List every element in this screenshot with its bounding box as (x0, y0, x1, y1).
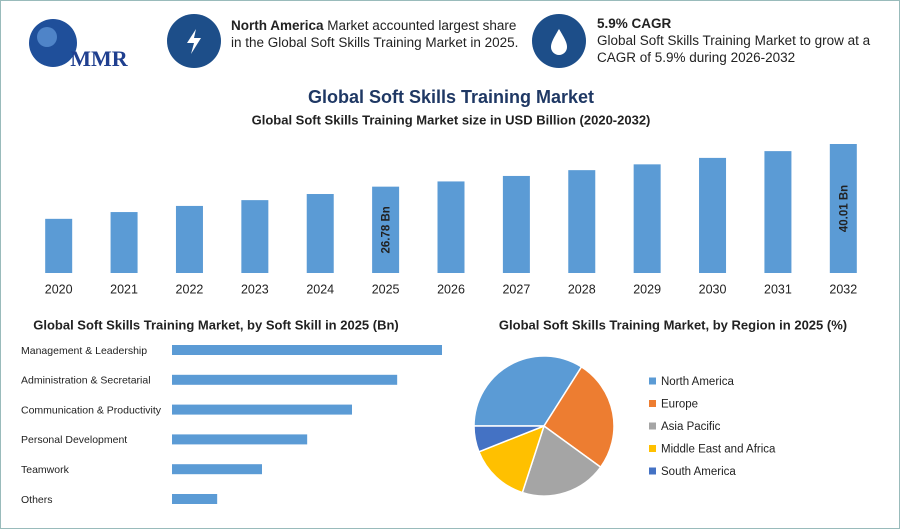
x-tick-label: 2020 (45, 282, 73, 296)
legend-label: Europe (661, 399, 698, 411)
chart-title: Global Soft Skills Training Market, by R… (499, 317, 847, 332)
bar (568, 170, 596, 273)
logo-text: MMR (70, 46, 129, 71)
x-tick-label: 2028 (568, 282, 596, 296)
x-tick-label: 2023 (241, 282, 269, 296)
x-tick-label: 2025 (372, 282, 400, 296)
bar (172, 345, 442, 355)
value-label: 40.01 Bn (838, 185, 850, 232)
chart-title: Global Soft Skills Training Market, by S… (33, 317, 399, 332)
y-tick-label: Teamwork (21, 464, 70, 476)
bar (172, 404, 352, 415)
stat-1: North America Market accounted largest s… (231, 17, 521, 51)
legend-label: North America (661, 376, 734, 388)
bar (829, 144, 857, 273)
page-title: Global Soft Skills Training Market (308, 87, 594, 107)
pie-slice (542, 365, 615, 469)
x-tick-label: 2022 (176, 282, 204, 296)
bar (110, 212, 138, 273)
bar (45, 218, 73, 273)
legend-swatch (649, 422, 656, 430)
bar (172, 374, 398, 385)
x-tick-label: 2031 (764, 282, 792, 296)
y-tick-label: Others (21, 494, 53, 506)
pie-slice (477, 424, 546, 494)
x-tick-label: 2021 (110, 282, 138, 296)
stat-2: 5.9% CAGR Global Soft Skills Training Mar… (597, 15, 887, 66)
bar (764, 151, 792, 273)
logo-shine (37, 27, 57, 47)
legend-swatch (649, 400, 656, 407)
chart-title: Global Soft Skills Training Market size … (252, 112, 651, 127)
stat-text: Market accounted largest share in the Gl… (231, 18, 519, 50)
x-tick-label: 2030 (699, 282, 727, 296)
bar (175, 205, 203, 273)
bar (633, 164, 661, 273)
x-tick-label: 2026 (437, 282, 465, 296)
bar (241, 200, 269, 273)
bar (437, 181, 465, 273)
legend-swatch (649, 445, 656, 452)
legend-label: Middle East and Africa (661, 444, 776, 456)
legend-label: South America (661, 466, 736, 478)
stat-text: Global Soft Skills Training Market to gr… (597, 33, 871, 65)
x-tick-label: 2024 (306, 282, 334, 296)
stat-bold: North America (231, 18, 324, 33)
legend-swatch (649, 467, 656, 475)
bar (172, 494, 218, 504)
x-tick-label: 2032 (829, 282, 857, 296)
legend-swatch (649, 377, 656, 385)
pie-slice (521, 424, 602, 497)
stat-bold: 5.9% CAGR (597, 16, 672, 31)
bar (699, 157, 727, 273)
y-tick-label: Administration & Secretarial (21, 375, 151, 387)
bar (306, 194, 334, 273)
bar (172, 464, 262, 475)
y-tick-label: Management & Leadership (21, 345, 147, 357)
bar (372, 186, 400, 273)
y-tick-label: Personal Development (21, 434, 127, 446)
value-label: 26.78 Bn (381, 206, 393, 253)
bolt-icon (187, 29, 201, 54)
bar (502, 175, 530, 273)
pie-slice (473, 425, 545, 453)
x-tick-label: 2029 (633, 282, 661, 296)
x-tick-label: 2027 (502, 282, 530, 296)
drop-icon (551, 29, 567, 55)
legend-label: Asia Pacific (661, 421, 721, 433)
y-tick-label: Communication & Productivity (21, 404, 162, 416)
bar (172, 434, 308, 445)
